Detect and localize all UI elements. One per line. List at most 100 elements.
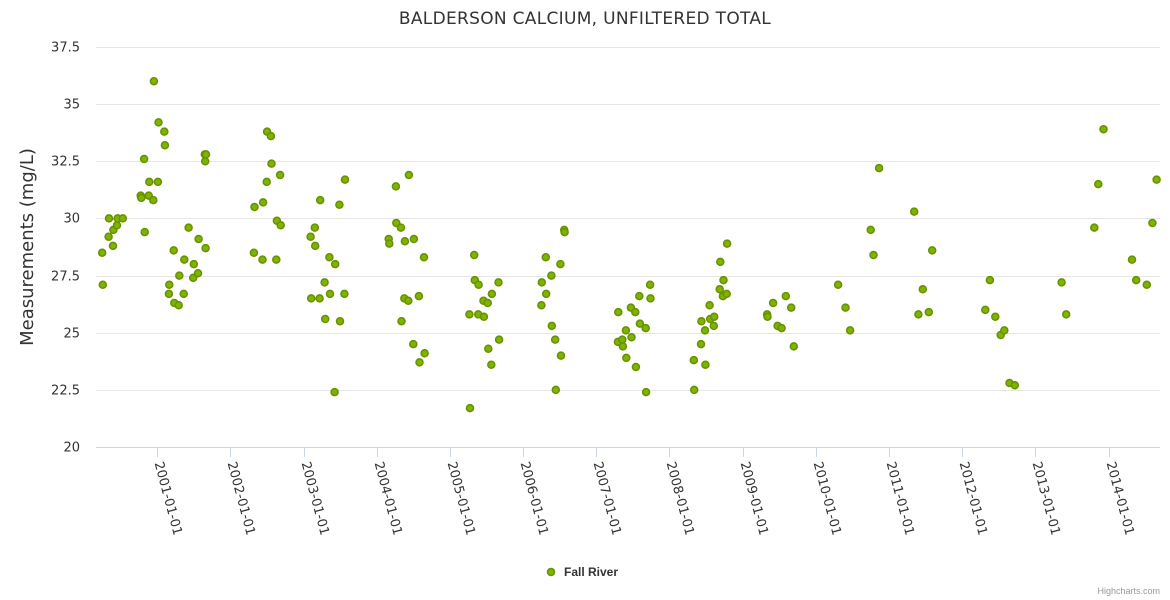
data-point[interactable] <box>310 223 320 232</box>
legend-item-fall-river[interactable]: Fall River <box>564 565 618 579</box>
data-point[interactable] <box>874 163 884 173</box>
data-point[interactable] <box>991 312 1000 321</box>
data-point[interactable] <box>149 195 158 205</box>
data-point[interactable] <box>404 296 413 305</box>
data-point[interactable] <box>420 349 429 358</box>
data-point[interactable] <box>258 198 268 207</box>
data-point[interactable] <box>484 344 493 353</box>
data-point[interactable] <box>556 259 565 269</box>
data-point[interactable] <box>1099 125 1108 134</box>
data-point[interactable] <box>479 312 489 321</box>
data-point[interactable] <box>641 387 651 397</box>
data-point[interactable] <box>551 385 561 395</box>
data-point[interactable] <box>409 339 418 349</box>
data-point[interactable] <box>635 291 644 301</box>
data-point[interactable] <box>330 259 340 269</box>
data-point[interactable] <box>160 141 170 150</box>
data-point[interactable] <box>189 259 199 269</box>
data-point[interactable] <box>112 221 122 230</box>
data-point[interactable] <box>396 223 406 232</box>
legend[interactable]: Fall River <box>546 565 619 579</box>
data-point[interactable] <box>781 291 791 301</box>
data-point[interactable] <box>689 355 699 365</box>
data-point[interactable] <box>98 280 108 289</box>
data-point[interactable] <box>631 307 640 317</box>
data-point[interactable] <box>768 298 778 308</box>
data-point[interactable] <box>689 385 699 395</box>
data-point[interactable] <box>272 255 281 264</box>
data-point[interactable] <box>469 250 479 260</box>
data-point[interactable] <box>320 278 329 287</box>
data-point[interactable] <box>1094 179 1103 189</box>
data-point[interactable] <box>169 246 178 255</box>
data-point[interactable] <box>697 317 706 326</box>
data-point[interactable] <box>1090 223 1099 232</box>
data-point[interactable] <box>153 177 163 187</box>
data-point[interactable] <box>709 312 719 321</box>
data-point[interactable] <box>833 280 843 289</box>
data-point[interactable] <box>841 303 850 312</box>
data-point[interactable] <box>404 170 414 180</box>
data-point[interactable] <box>645 280 655 289</box>
data-point[interactable] <box>391 182 401 191</box>
data-point[interactable] <box>1152 175 1161 184</box>
data-point[interactable] <box>1127 255 1137 264</box>
data-point[interactable] <box>914 310 923 319</box>
data-point[interactable] <box>1142 280 1152 289</box>
data-point[interactable] <box>104 232 113 241</box>
data-point[interactable] <box>275 170 285 180</box>
data-point[interactable] <box>340 289 349 299</box>
data-point[interactable] <box>1131 275 1141 285</box>
data-point[interactable] <box>537 278 547 287</box>
data-point[interactable] <box>722 239 732 248</box>
data-point[interactable] <box>465 310 474 319</box>
data-point[interactable] <box>845 326 855 335</box>
data-point[interactable] <box>635 319 645 328</box>
data-point[interactable] <box>154 118 163 127</box>
data-point[interactable] <box>137 193 146 203</box>
data-point[interactable] <box>722 289 731 299</box>
data-point[interactable] <box>763 312 772 321</box>
data-point[interactable] <box>330 387 339 397</box>
data-point[interactable] <box>385 239 394 248</box>
data-point[interactable] <box>719 275 728 285</box>
data-point[interactable] <box>789 342 799 351</box>
data-point[interactable] <box>315 294 324 303</box>
data-point[interactable] <box>918 285 928 294</box>
data-point[interactable] <box>627 333 636 342</box>
data-point[interactable] <box>537 301 546 310</box>
data-point[interactable] <box>631 362 641 372</box>
data-point[interactable] <box>541 289 551 299</box>
data-point[interactable] <box>560 227 569 237</box>
data-point[interactable] <box>249 248 259 257</box>
data-point[interactable] <box>1057 278 1066 287</box>
data-point[interactable] <box>465 403 475 413</box>
data-point[interactable] <box>641 323 650 333</box>
data-point[interactable] <box>320 314 330 324</box>
data-point[interactable] <box>646 294 655 303</box>
data-point[interactable] <box>250 202 259 212</box>
data-point[interactable] <box>716 257 725 267</box>
credits-link[interactable]: Highcharts.com <box>1097 586 1160 596</box>
data-point[interactable] <box>927 246 937 255</box>
data-point[interactable] <box>487 360 496 369</box>
data-point[interactable] <box>400 237 410 246</box>
data-point[interactable] <box>200 157 210 166</box>
data-point[interactable] <box>180 255 189 264</box>
data-point[interactable] <box>786 303 796 312</box>
data-point[interactable] <box>556 351 566 360</box>
data-point[interactable] <box>335 317 345 326</box>
data-point[interactable] <box>340 175 350 184</box>
data-point[interactable] <box>179 289 188 299</box>
data-point[interactable] <box>869 250 878 260</box>
data-point[interactable] <box>701 360 710 369</box>
data-point[interactable] <box>276 221 285 230</box>
data-point[interactable] <box>866 225 875 235</box>
data-point[interactable] <box>97 248 107 257</box>
data-point[interactable] <box>145 177 154 187</box>
data-point[interactable] <box>165 280 174 289</box>
data-point[interactable] <box>310 241 320 251</box>
data-point[interactable] <box>149 77 159 86</box>
data-point[interactable] <box>414 291 424 301</box>
data-point[interactable] <box>140 227 149 237</box>
